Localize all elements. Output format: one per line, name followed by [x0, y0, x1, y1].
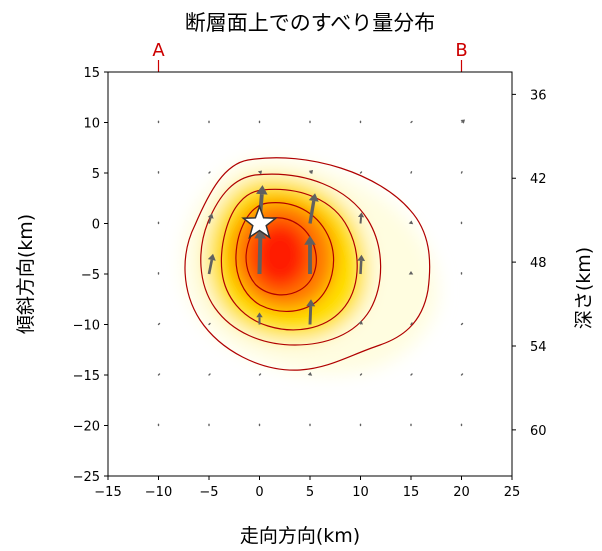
slip-vector-arrow: [306, 299, 316, 325]
x-tick-label: −5: [199, 485, 218, 500]
slip-vector-arrow: [357, 254, 366, 275]
slip-vector-arrow: [308, 193, 319, 224]
slip-vector-arrow: [460, 171, 463, 174]
slip-vector-arrow: [208, 322, 211, 326]
y2-tick-label: 42: [530, 172, 547, 187]
slip-vector-shaft: [257, 238, 263, 275]
slip-contours: [184, 157, 431, 371]
hypocenter-star-shape: [241, 204, 278, 240]
slip-vector-head: [308, 193, 319, 202]
slip-vector-arrow: [157, 373, 161, 376]
slip-vector-arrow: [307, 371, 313, 376]
slip-vectors: [157, 119, 466, 427]
y2-tick-label: 48: [530, 256, 547, 271]
slip-vector-arrow: [157, 322, 161, 326]
slip-vector-head: [306, 299, 316, 307]
slip-vector-head: [307, 371, 313, 376]
y-tick-label: 0: [92, 218, 100, 233]
slip-vector-arrow: [256, 312, 263, 325]
contour-level-3: [220, 188, 358, 331]
slip-vector-arrow: [208, 373, 211, 376]
slip-vector-head: [358, 320, 363, 325]
x-tick-label: 0: [255, 485, 263, 500]
slip-vector-arrow: [357, 212, 365, 224]
slip-vector-shaft: [308, 200, 316, 224]
slip-vector-arrow: [308, 169, 314, 175]
y2-tick-label: 54: [530, 340, 547, 355]
slip-vector-head: [257, 170, 263, 175]
x-axis-ticks: −15 −10 −5 0 5 10 15 20 25: [94, 476, 520, 500]
y-axis-ticks: 15 10 5 0 −5 −10 −15 −20 −25: [73, 66, 108, 485]
y-tick-label: −10: [73, 319, 100, 334]
slip-vector-shaft: [359, 217, 363, 224]
slip-vector-arrow: [410, 322, 413, 326]
contour-level-4: [235, 202, 335, 312]
slip-vector-arrow: [254, 228, 267, 275]
slip-vector-arrow: [410, 171, 413, 174]
slip-vector-arrow: [460, 373, 464, 376]
slip-vector-arrow: [358, 320, 363, 325]
x-tick-label: −15: [94, 485, 121, 500]
x-axis-label: 走向方向(km): [240, 525, 360, 547]
y2-axis-label: 深さ(km): [573, 247, 595, 329]
y2-tick-label: 36: [530, 88, 547, 103]
slip-vector-head: [357, 212, 365, 218]
slip-vector-head: [460, 119, 466, 124]
slip-vector-arrow: [258, 373, 262, 376]
y-tick-label: −15: [73, 369, 100, 384]
hypocenter-star: [241, 204, 278, 240]
x-tick-label: 5: [306, 485, 314, 500]
slip-vector-arrow: [410, 120, 413, 124]
strike-marker-label: A: [152, 40, 165, 61]
slip-vector-arrow: [460, 322, 464, 326]
y2-tick-label: 60: [530, 424, 547, 439]
strike-marker-label: B: [455, 40, 467, 61]
y-tick-label: −25: [73, 470, 100, 485]
slip-vector-head: [357, 254, 366, 262]
y-tick-label: 10: [83, 117, 100, 132]
slip-vector-head: [308, 169, 314, 175]
y-axis-label: 傾斜方向(km): [15, 214, 37, 334]
slip-vector-head: [207, 213, 214, 219]
slip-vector-arrow: [207, 213, 214, 224]
x-tick-label: −10: [145, 485, 172, 500]
slip-vector-arrow: [460, 119, 466, 124]
y2-axis-ticks: 36 42 48 54 60: [512, 88, 547, 439]
x-tick-label: 20: [453, 485, 470, 500]
slip-vector-shaft: [359, 260, 363, 275]
slip-vector-arrow: [410, 373, 413, 376]
slip-vector-head: [304, 235, 316, 245]
x-tick-label: 15: [403, 485, 420, 500]
slip-vector-shaft: [208, 217, 212, 224]
y-tick-label: −20: [73, 420, 100, 435]
slip-vector-head: [207, 253, 216, 261]
slip-vector-head: [256, 312, 263, 318]
slip-vector-head: [256, 185, 268, 195]
slip-vector-arrow: [359, 171, 363, 174]
slip-vector-arrow: [208, 171, 211, 174]
y-tick-label: −5: [81, 268, 100, 283]
slip-vector-arrow: [304, 235, 316, 274]
y-tick-label: 5: [92, 167, 100, 182]
slip-vector-shaft: [461, 121, 463, 124]
slip-vector-arrow: [257, 170, 263, 175]
slip-vector-shaft: [308, 306, 313, 325]
slip-vector-arrow: [408, 270, 414, 275]
chart-title: 断層面上でのすべり量分布: [185, 11, 436, 35]
slip-vector-arrow: [408, 220, 414, 225]
slip-vector-arrow: [359, 373, 363, 376]
slip-vector-head: [408, 220, 414, 225]
slip-vector-head: [408, 270, 414, 275]
x-tick-label: 25: [504, 485, 521, 500]
slip-vector-shaft: [207, 259, 214, 275]
y-tick-label: 15: [83, 66, 100, 81]
slip-vector-arrow: [207, 253, 216, 275]
x-tick-label: 10: [352, 485, 369, 500]
contour-level-2: [200, 173, 382, 346]
slip-field: [157, 119, 466, 427]
contour-level-1: [184, 157, 431, 371]
slip-vector-head: [254, 228, 267, 239]
